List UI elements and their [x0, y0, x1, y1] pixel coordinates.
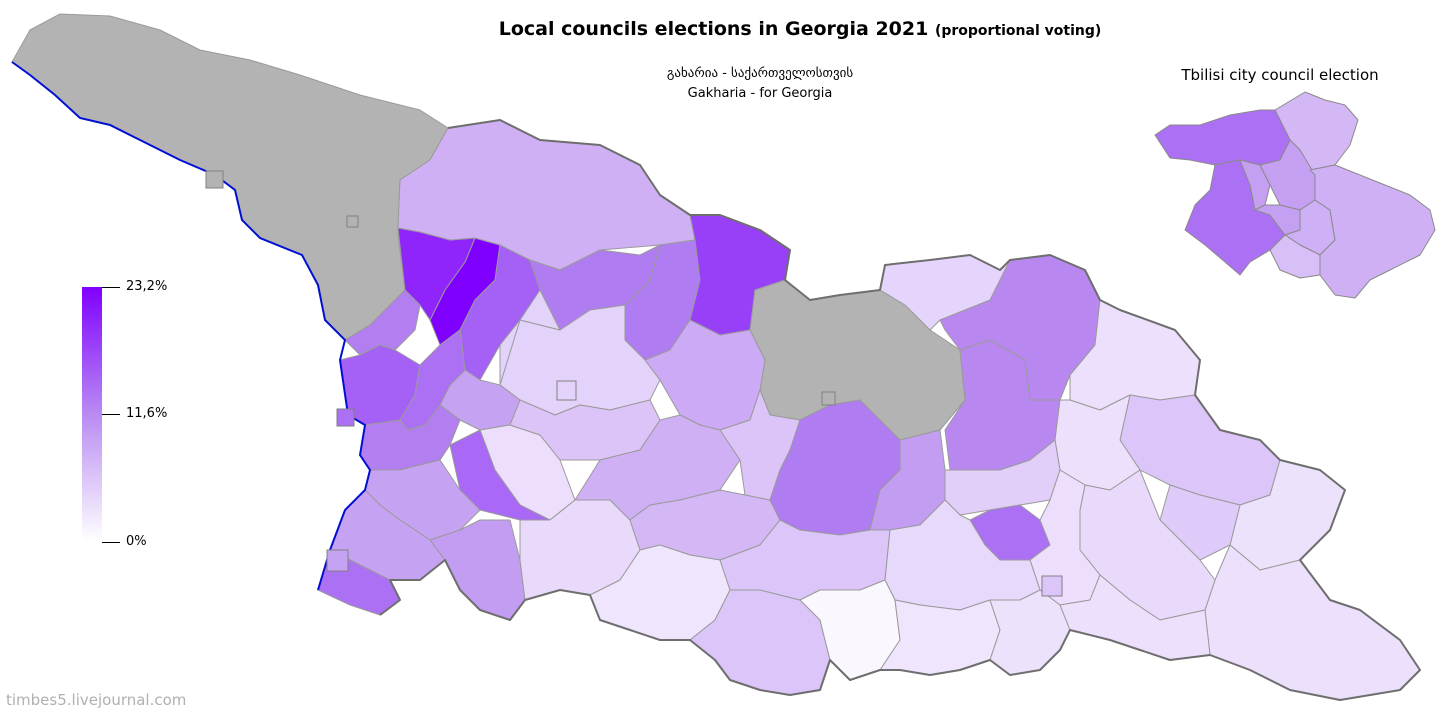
- marker-rustavi: [1041, 575, 1063, 597]
- watermark: timbes5.livejournal.com: [6, 691, 187, 709]
- marker-batumi: [326, 549, 349, 572]
- tbilisi-district-samgori: [1309, 164, 1436, 299]
- legend-label-max: 23,2%: [126, 279, 168, 294]
- region-keda: [429, 519, 526, 621]
- tbilisi-inset-title: Tbilisi city council election: [1181, 66, 1379, 84]
- map-title: Local councils elections in Georgia 2021…: [0, 18, 1450, 40]
- marker-tkvarcheli: [346, 215, 359, 228]
- party-name-georgian: გახარია - საქართველოსთვის: [666, 66, 854, 81]
- region-abkhazia: [11, 13, 449, 341]
- marker-poti: [336, 408, 355, 427]
- black-sea-coastline: [11, 61, 372, 591]
- party-name-english: Gakharia - for Georgia: [687, 86, 833, 101]
- legend-label-min: 0%: [126, 534, 147, 549]
- marker-sukhumi: [205, 170, 224, 189]
- marker-kutaisi: [556, 380, 577, 401]
- region-kutaisi-central: [499, 289, 561, 386]
- marker-tskhinvali: [821, 391, 836, 406]
- tbilisi-inset-map: [1154, 91, 1436, 299]
- legend-tick-min: [102, 542, 120, 543]
- map-title-main: Local councils elections in Georgia 2021: [498, 18, 929, 40]
- tbilisi-district-krtsanisi: [1269, 234, 1321, 279]
- legend-label-mid: 11,6%: [126, 406, 168, 421]
- legend-tick-mid: [102, 414, 120, 415]
- map-title-sub: (proportional voting): [934, 23, 1102, 39]
- legend-tick-max: [102, 287, 120, 288]
- legend-color-bar: [82, 287, 102, 542]
- region-kakheti-southeast: [1204, 544, 1421, 701]
- tbilisi-district-saburtalo: [1154, 109, 1291, 166]
